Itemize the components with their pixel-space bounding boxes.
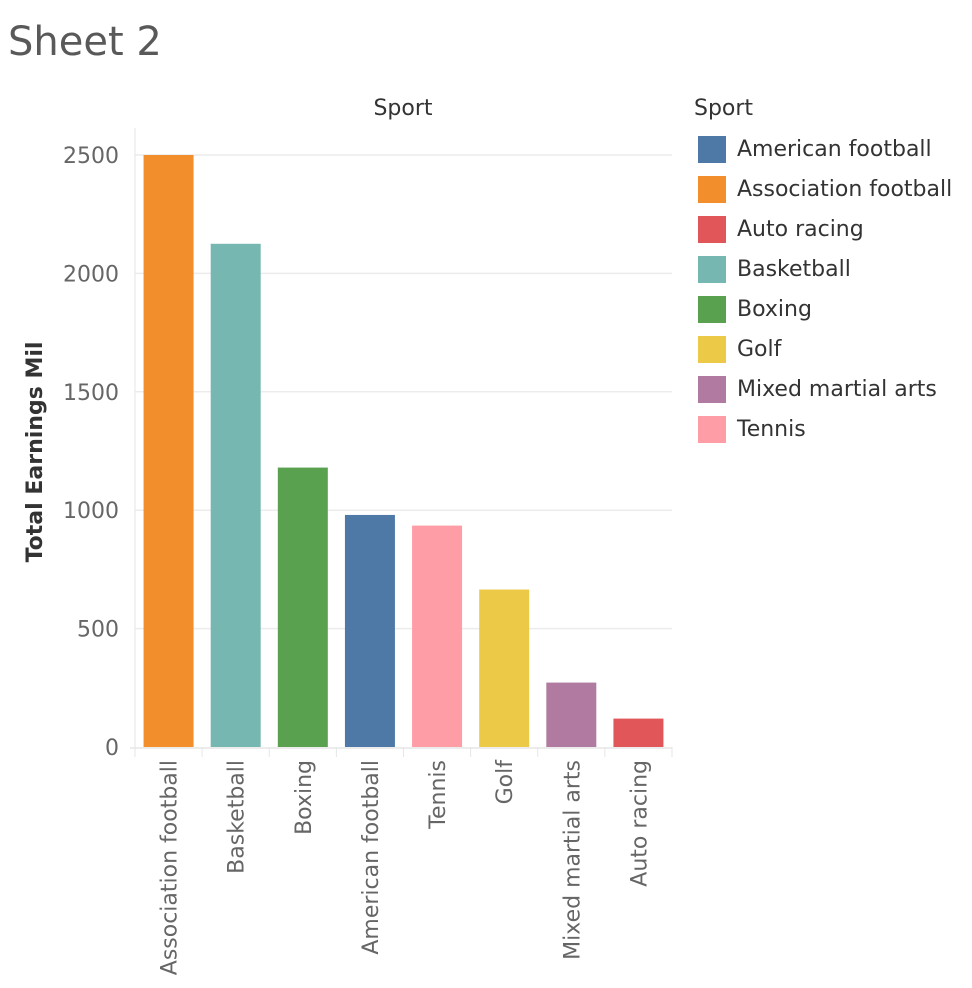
bar[interactable] [412,525,463,747]
legend-item[interactable]: Golf [694,329,952,369]
legend-swatch [698,135,726,163]
legend-item[interactable]: Tennis [694,409,952,449]
legend-swatch [698,375,726,403]
y-tick-label: 2000 [63,262,119,287]
bar[interactable] [344,514,395,747]
x-tick-label: Association football [158,760,183,975]
legend-label: Boxing [737,296,812,322]
legend-swatch [698,175,726,203]
legend-title: Sport [694,96,754,121]
x-tick-label: Tennis [426,760,451,830]
y-tick-label: 1000 [63,499,119,524]
legend-label: Basketball [737,256,851,282]
y-tick-label: 0 [105,736,119,761]
bar[interactable] [277,467,328,747]
bar[interactable] [143,155,194,747]
legend-item[interactable]: Auto racing [694,209,952,249]
bar[interactable] [613,718,664,747]
legend-label: Tennis [737,416,806,442]
y-axis-label: Total Earnings Mil [23,342,48,563]
legend-label: American football [737,136,932,162]
x-axis-ticks: Association football Basketball Boxing Amer… [158,747,673,975]
legend: Sport American football Association footb… [694,96,952,449]
y-tick-label: 500 [77,618,119,643]
legend-item[interactable]: Basketball [694,249,952,289]
legend-swatch [698,255,726,283]
x-tick-label: Mixed martial arts [560,760,585,960]
legend-item[interactable]: Boxing [694,289,952,329]
x-tick-label: Boxing [292,760,317,835]
bar[interactable] [479,589,530,747]
y-tick-label: 1500 [63,381,119,406]
legend-item[interactable]: Mixed martial arts [694,369,952,409]
x-tick-label: American football [359,760,384,955]
bar[interactable] [546,682,597,747]
legend-swatch [698,215,726,243]
legend-swatch [698,295,726,323]
chart-title: Sport [373,96,432,121]
x-tick-label: Basketball [225,760,250,874]
legend-swatch [698,335,726,363]
legend-label: Association football [737,176,953,202]
y-tick-label: 2500 [63,144,119,169]
legend-items: American football Association football Aut… [694,129,952,449]
x-tick-label: Auto racing [627,760,652,887]
bars [143,155,664,748]
legend-label: Golf [737,336,782,362]
legend-swatch [698,415,726,443]
sheet-title: Sheet 2 [8,19,162,65]
bar[interactable] [210,243,261,748]
y-axis-ticks: 0 500 1000 1500 2000 2500 [63,144,119,761]
x-tick-label: Golf [493,759,518,805]
legend-label: Auto racing [737,216,864,242]
legend-label: Mixed martial arts [737,376,937,402]
legend-item[interactable]: Association football [694,169,952,209]
legend-item[interactable]: American football [694,129,952,169]
